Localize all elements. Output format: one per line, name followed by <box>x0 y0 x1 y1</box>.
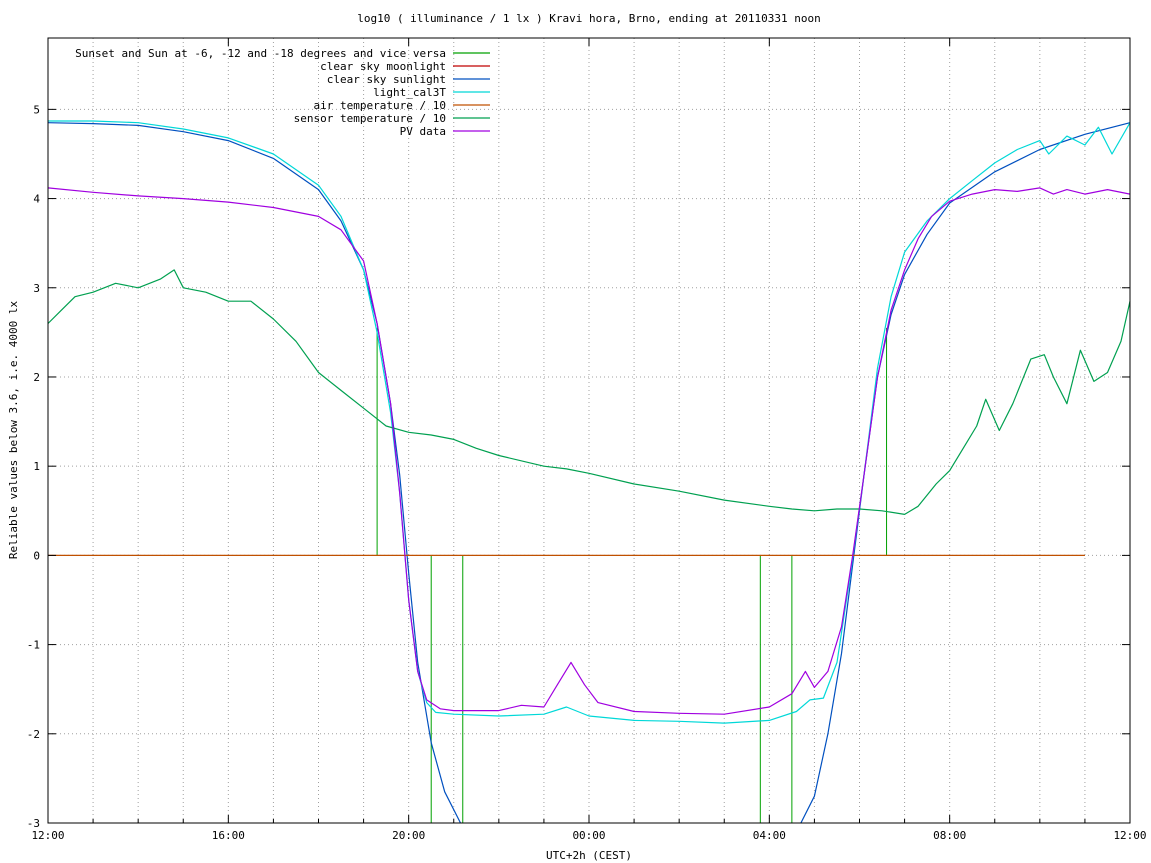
x-tick-label: 00:00 <box>572 829 605 842</box>
y-tick-label: 1 <box>33 460 40 473</box>
legend-label: light_cal3T <box>373 86 446 99</box>
series-line-4 <box>48 120 1131 724</box>
x-tick-label: 12:00 <box>1113 829 1146 842</box>
x-tick-label: 12:00 <box>31 829 64 842</box>
legend-label: clear sky sunlight <box>327 73 446 86</box>
y-tick-label: -1 <box>27 639 40 652</box>
legend-label: air temperature / 10 <box>314 99 446 112</box>
series-lines <box>47 120 1131 824</box>
legend-label: Sunset and Sun at -6, -12 and -18 degree… <box>75 47 446 60</box>
x-tick-label: 04:00 <box>753 829 786 842</box>
legend-label: clear sky moonlight <box>320 60 446 73</box>
series-line-7 <box>47 187 1131 715</box>
chart-title: log10 ( illuminance / 1 lx ) Kravi hora,… <box>357 12 821 25</box>
x-tick-label: 08:00 <box>933 829 966 842</box>
x-tick-label: 16:00 <box>212 829 245 842</box>
y-tick-label: -2 <box>27 728 40 741</box>
y-tick-label: 2 <box>33 371 40 384</box>
x-axis-label: UTC+2h (CEST) <box>546 849 632 862</box>
legend: Sunset and Sun at -6, -12 and -18 degree… <box>75 47 490 138</box>
y-axis-label: Reliable values below 3.6, i.e. 4000 lx <box>7 300 20 559</box>
y-tick-label: -3 <box>27 817 40 830</box>
y-tick-label: 4 <box>33 193 40 206</box>
legend-label: sensor temperature / 10 <box>294 112 446 125</box>
y-tick-label: 0 <box>33 549 40 562</box>
series-line-3 <box>800 122 1131 824</box>
grid-lines <box>48 38 1130 823</box>
x-tick-label: 20:00 <box>392 829 425 842</box>
series-line-6 <box>47 269 1131 515</box>
y-tick-label: 5 <box>33 103 40 116</box>
legend-label: PV data <box>400 125 446 138</box>
y-tick-label: 3 <box>33 282 40 295</box>
axis-ticks: 12:00 16:00 20:00 00:00 04:00 08:00 12:00 5 4 3 2 1… <box>27 38 1147 842</box>
